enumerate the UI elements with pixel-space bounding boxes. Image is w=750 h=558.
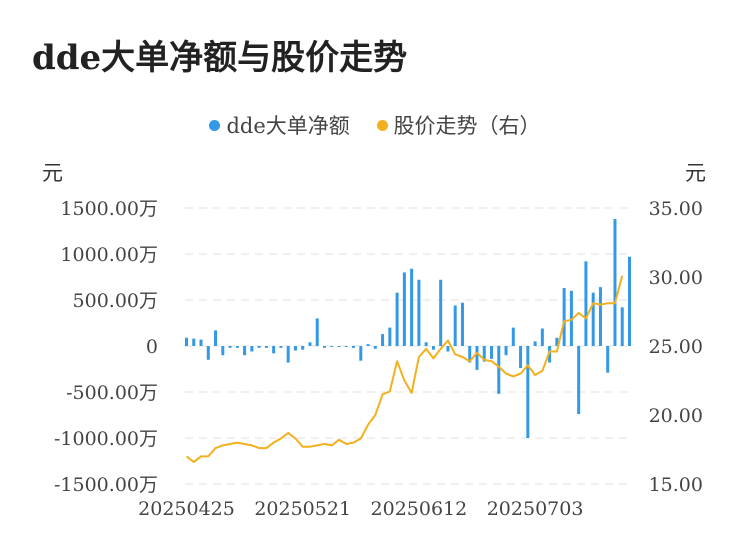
y-right-tick-label: 25.00: [649, 336, 703, 358]
y-left-tick-label: 0: [146, 336, 158, 358]
legend-marker-dde: [209, 119, 221, 131]
dde-bar: [272, 346, 276, 354]
dde-bar: [199, 339, 203, 346]
y-left-tick-label: -1500.00万: [54, 474, 158, 496]
dde-bar: [279, 346, 283, 348]
dde-bar: [235, 346, 239, 348]
dde-bar: [613, 219, 617, 346]
dde-bar: [286, 346, 290, 363]
dde-bar: [221, 346, 225, 356]
dde-bar: [562, 288, 566, 346]
dde-bar: [555, 337, 559, 346]
price-line: [185, 275, 624, 463]
dde-bar: [584, 261, 588, 346]
y-left-tick-label: -1000.00万: [54, 428, 158, 450]
x-tick-label: 20250703: [487, 498, 584, 520]
dde-bar: [264, 346, 268, 348]
dde-bar: [395, 292, 399, 346]
legend: dde大单净额 股价走势（右）: [0, 110, 750, 140]
dde-bar: [402, 272, 406, 346]
dde-bar: [468, 346, 472, 363]
dde-bar: [381, 334, 385, 346]
dde-bar: [214, 330, 218, 346]
dde-bar: [504, 346, 508, 356]
legend-item-dde[interactable]: dde大单净额: [209, 110, 350, 140]
dde-bar: [598, 287, 602, 346]
y-right-tick-label: 30.00: [649, 267, 703, 289]
dde-bar: [453, 305, 457, 346]
x-tick-label: 20250425: [138, 498, 235, 520]
dde-bar: [606, 346, 610, 373]
x-tick-label: 20250521: [254, 498, 351, 520]
right-axis-unit: 元: [685, 161, 706, 185]
dde-bar: [352, 346, 356, 348]
dde-bar: [490, 346, 494, 359]
dde-bar: [315, 318, 319, 346]
legend-item-price[interactable]: 股价走势（右）: [376, 110, 541, 140]
dde-bar: [540, 328, 544, 346]
dde-bar: [243, 346, 247, 356]
legend-label-dde: dde大单净额: [226, 114, 350, 138]
dde-bar: [388, 327, 392, 346]
y-right-tick-label: 35.00: [649, 198, 703, 220]
dde-bar: [475, 346, 479, 370]
dde-bar: [620, 307, 624, 346]
y-left-tick-label: 1500.00万: [60, 198, 158, 220]
x-tick-label: 20250612: [371, 498, 468, 520]
dde-bar: [526, 346, 530, 438]
dde-bar: [511, 327, 515, 346]
y-left-tick-label: 500.00万: [73, 290, 158, 312]
dde-bar: [424, 342, 428, 346]
dde-bar: [359, 346, 363, 361]
dde-bar: [431, 346, 435, 350]
dde-bar: [250, 346, 254, 352]
dde-bar: [228, 346, 232, 348]
dde-bar: [330, 346, 334, 347]
dde-bar: [577, 346, 581, 415]
left-axis-unit: 元: [42, 161, 63, 185]
y-right-tick-label: 20.00: [649, 405, 703, 427]
dde-bar: [460, 302, 464, 346]
dde-bar: [185, 337, 188, 346]
dde-bar: [410, 268, 414, 346]
dde-bar: [192, 338, 196, 346]
dde-bar: [301, 346, 305, 350]
dde-bar: [569, 290, 573, 346]
dde-bar: [206, 346, 210, 360]
dde-bar: [257, 346, 261, 348]
dde-bar: [293, 346, 297, 351]
y-left-tick-label: 1000.00万: [60, 244, 158, 266]
dde-bar: [417, 279, 421, 346]
dde-bar: [322, 346, 326, 348]
dde-bar: [446, 346, 450, 352]
dde-bar: [439, 279, 443, 346]
dde-bar: [591, 292, 595, 346]
dde-bar: [482, 346, 486, 362]
dde-bar: [373, 346, 377, 349]
dde-bar: [533, 341, 537, 346]
dde-bar: [337, 346, 341, 347]
dde-bar: [308, 342, 312, 346]
dde-bar: [497, 346, 501, 394]
y-right-tick-label: 15.00: [649, 474, 703, 496]
chart-title: dde大单净额与股价走势: [32, 38, 408, 78]
legend-label-price: 股价走势（右）: [393, 114, 541, 138]
dde-bar: [366, 344, 370, 346]
dde-bar: [519, 346, 523, 369]
legend-marker-price: [376, 119, 388, 131]
dde-bar: [628, 256, 631, 346]
dde-bar: [344, 346, 348, 347]
y-left-tick-label: -500.00万: [66, 382, 158, 404]
